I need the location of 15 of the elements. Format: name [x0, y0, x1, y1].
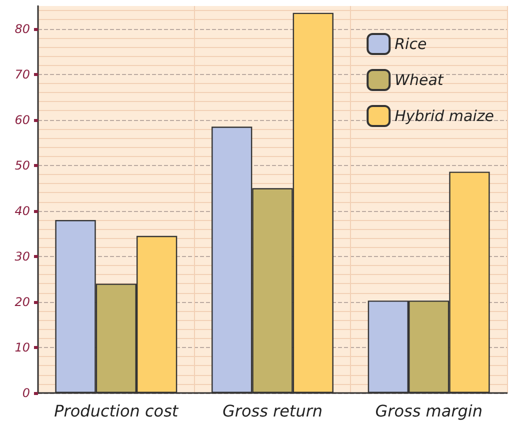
y-tick-label: 70 [14, 67, 30, 82]
y-tick-label: 0 [22, 386, 30, 400]
y-tick-label: 20 [14, 294, 30, 309]
x-tick-label: Production cost [54, 402, 179, 420]
y-tick-label: 60 [14, 112, 30, 127]
legend-label: Wheat [394, 71, 444, 89]
y-tick-label: 40 [14, 204, 30, 218]
y-tick-label: 50 [14, 158, 30, 172]
x-tick-label: Gross return [222, 402, 323, 420]
x-tick-label: Gross margin [375, 402, 482, 420]
y-tick-label: 80 [14, 22, 30, 36]
y-tick-label: 10 [14, 340, 30, 354]
legend-label: Rice [394, 35, 427, 53]
y-tick-label: 30 [14, 249, 30, 264]
legend-label: Hybrid maize [394, 107, 494, 125]
